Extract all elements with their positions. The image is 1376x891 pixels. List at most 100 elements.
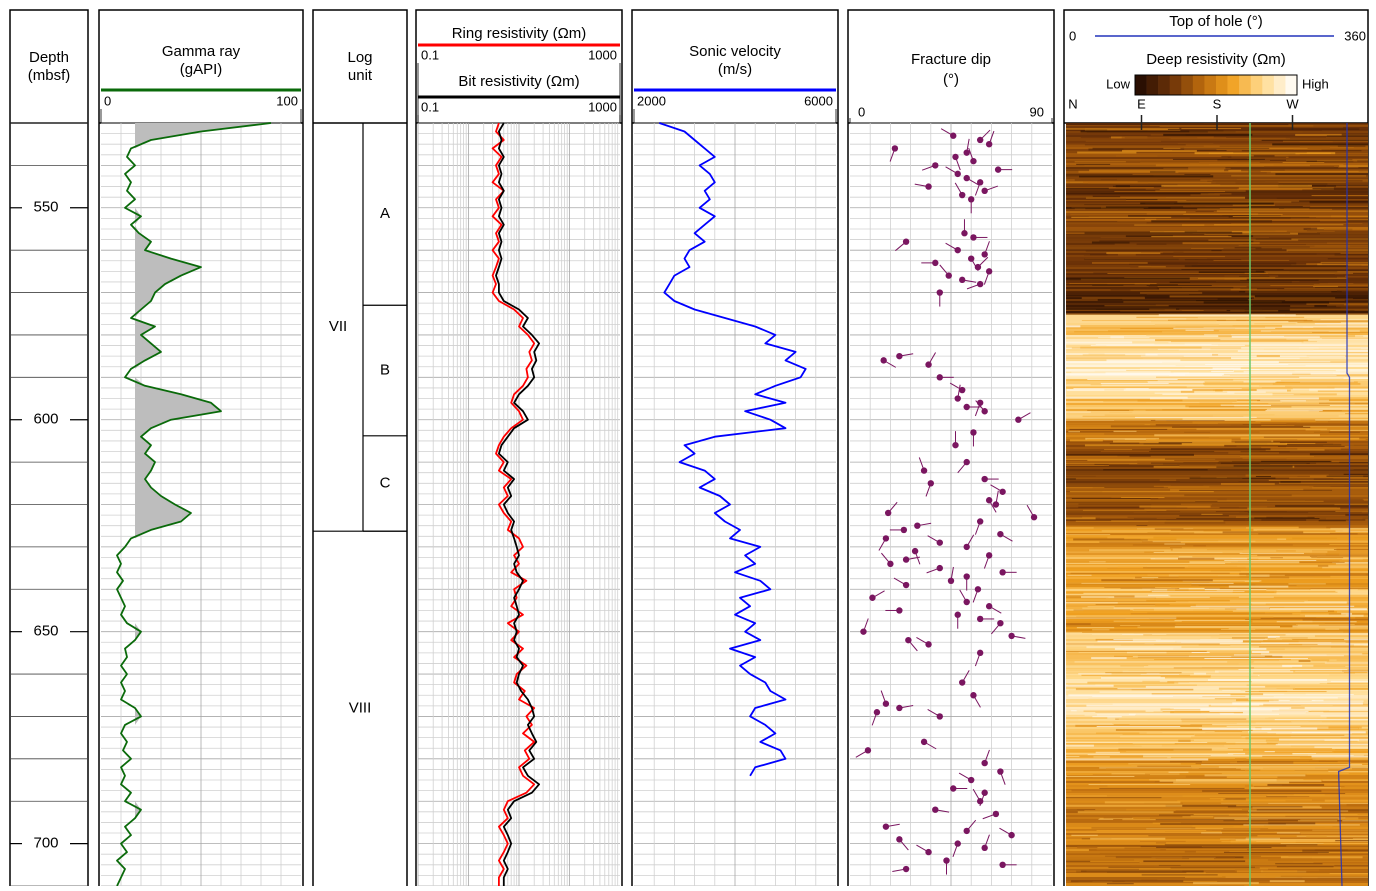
image-texture bbox=[1300, 154, 1376, 155]
image-texture bbox=[1239, 245, 1376, 246]
image-texture bbox=[1191, 606, 1355, 607]
image-texture bbox=[1142, 541, 1152, 543]
image-texture bbox=[1266, 410, 1323, 411]
tadpole-head bbox=[959, 192, 965, 198]
image-texture bbox=[1245, 753, 1292, 755]
image-texture bbox=[1201, 832, 1222, 833]
image-texture bbox=[1224, 560, 1316, 561]
image-texture bbox=[1055, 362, 1162, 363]
image-texture bbox=[1088, 149, 1123, 151]
image-texture bbox=[1107, 536, 1153, 538]
image-texture bbox=[1158, 286, 1247, 287]
image-texture bbox=[1166, 519, 1245, 520]
image-texture bbox=[1055, 756, 1079, 757]
image-texture bbox=[1217, 499, 1362, 500]
legend-label: Top of hole (°) bbox=[1169, 13, 1263, 30]
image-texture bbox=[1147, 575, 1284, 576]
image-texture bbox=[1272, 655, 1344, 656]
image-texture bbox=[1066, 384, 1090, 385]
image-texture bbox=[1053, 414, 1092, 415]
image-texture bbox=[1084, 711, 1146, 712]
tadpole-head bbox=[952, 442, 958, 448]
image-texture bbox=[1275, 173, 1376, 175]
image-texture bbox=[1101, 579, 1212, 581]
image-texture bbox=[1074, 331, 1162, 332]
image-texture bbox=[1156, 819, 1235, 820]
image-texture bbox=[1114, 621, 1182, 622]
image-texture bbox=[1250, 243, 1376, 244]
image-texture bbox=[1163, 168, 1230, 169]
image-texture bbox=[1190, 478, 1276, 479]
image-texture bbox=[1199, 403, 1232, 405]
image-texture bbox=[1089, 784, 1191, 785]
image-texture bbox=[1054, 454, 1194, 456]
image-texture bbox=[1084, 254, 1248, 255]
image-texture bbox=[1267, 784, 1324, 786]
image-texture bbox=[1189, 406, 1292, 407]
image-texture bbox=[1248, 206, 1303, 207]
image-texture bbox=[1346, 178, 1376, 179]
image-texture bbox=[1056, 861, 1090, 862]
image-texture bbox=[1320, 233, 1376, 234]
image-texture bbox=[1156, 424, 1261, 426]
image-texture bbox=[1105, 801, 1181, 803]
image-texture bbox=[1308, 512, 1376, 513]
image-texture bbox=[1275, 863, 1322, 864]
image-texture bbox=[1202, 761, 1237, 762]
image-texture bbox=[1321, 715, 1376, 716]
image-texture bbox=[1290, 685, 1376, 686]
image-texture bbox=[1066, 771, 1368, 773]
image-texture bbox=[1129, 714, 1279, 715]
image-texture bbox=[1140, 841, 1186, 842]
image-texture bbox=[1286, 339, 1376, 340]
image-texture bbox=[1066, 863, 1368, 865]
image-texture bbox=[1312, 188, 1376, 189]
image-texture bbox=[1183, 214, 1282, 215]
image-texture bbox=[1065, 592, 1083, 594]
image-texture bbox=[1343, 378, 1376, 379]
image-texture bbox=[1209, 711, 1308, 712]
image-texture bbox=[1100, 517, 1254, 518]
image-texture bbox=[1196, 300, 1285, 301]
image-texture bbox=[1209, 437, 1264, 438]
image-texture bbox=[1232, 702, 1363, 704]
image-texture bbox=[1109, 412, 1132, 413]
image-texture bbox=[1198, 317, 1266, 318]
image-texture bbox=[1221, 463, 1310, 464]
colorbar-step bbox=[1239, 75, 1251, 95]
colorbar-step bbox=[1204, 75, 1216, 95]
image-texture bbox=[1183, 796, 1250, 797]
x-tick-label: 0 bbox=[1069, 28, 1076, 43]
image-texture bbox=[1083, 354, 1125, 355]
image-texture bbox=[1183, 242, 1260, 244]
image-texture bbox=[1170, 295, 1255, 297]
image-texture bbox=[1300, 147, 1376, 148]
image-texture bbox=[1256, 476, 1271, 477]
image-texture bbox=[1051, 419, 1183, 420]
x-tick-label: W bbox=[1286, 96, 1299, 111]
tadpole-head bbox=[977, 616, 983, 622]
image-texture bbox=[1345, 262, 1376, 263]
image-texture bbox=[1319, 403, 1368, 404]
image-texture bbox=[1262, 447, 1376, 448]
image-texture bbox=[1123, 734, 1194, 735]
image-texture bbox=[1060, 872, 1106, 873]
image-texture bbox=[1086, 705, 1208, 707]
image-texture bbox=[1091, 345, 1245, 346]
image-texture bbox=[1239, 597, 1274, 598]
image-texture bbox=[1052, 758, 1208, 760]
image-texture bbox=[1264, 166, 1334, 167]
tadpole-head bbox=[937, 374, 943, 380]
tadpole-head bbox=[981, 188, 987, 194]
image-texture bbox=[1133, 656, 1231, 657]
x-tick-label: 2000 bbox=[637, 93, 666, 108]
axis-title: Gamma ray bbox=[162, 43, 241, 60]
image-texture bbox=[1208, 132, 1303, 133]
colorbar-step bbox=[1193, 75, 1205, 95]
image-texture bbox=[1317, 842, 1376, 843]
image-texture bbox=[1087, 410, 1129, 411]
colorbar-step bbox=[1216, 75, 1228, 95]
tadpole-head bbox=[999, 489, 1005, 495]
image-texture bbox=[1063, 643, 1220, 644]
image-texture bbox=[1279, 362, 1346, 363]
